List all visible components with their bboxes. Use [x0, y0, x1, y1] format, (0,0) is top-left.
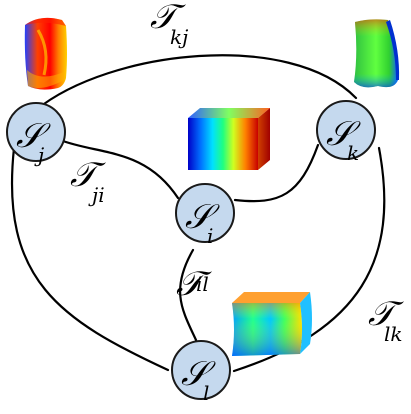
- edge-ik-path: [233, 143, 320, 203]
- node-k-subscript: k: [347, 141, 359, 165]
- edge-lk-label: 𝒯 lk: [368, 294, 404, 346]
- node-j-subscript: j: [34, 143, 44, 167]
- svg-text:ji: ji: [88, 183, 105, 207]
- node-l: 𝒮 l: [171, 340, 231, 405]
- field-snapshot-green-image: [354, 19, 400, 88]
- field-snapshot-warm-image: [24, 17, 67, 90]
- edge-jl-path: [10, 146, 170, 372]
- edge-il-label: 𝒯 il: [176, 264, 212, 304]
- edge-ji-path: [58, 138, 180, 200]
- edge-il-path: [179, 248, 198, 342]
- edge-ji-label: 𝒯 ji: [70, 155, 106, 207]
- node-i-subscript: i: [207, 224, 213, 248]
- edge-kj-label: 𝒯 kj: [150, 0, 188, 49]
- node-k: 𝒮 k: [316, 100, 376, 165]
- svg-text:il: il: [196, 272, 209, 296]
- field-snapshot-block-image: [188, 108, 270, 170]
- svg-text:lk: lk: [384, 322, 403, 346]
- field-snapshot-cool-image: [232, 292, 312, 356]
- svg-text:kj: kj: [170, 25, 188, 49]
- edge-kj-path: [34, 54, 358, 112]
- node-j: 𝒮 j: [6, 102, 66, 167]
- node-l-subscript: l: [203, 381, 209, 405]
- node-i: 𝒮 i: [175, 183, 235, 248]
